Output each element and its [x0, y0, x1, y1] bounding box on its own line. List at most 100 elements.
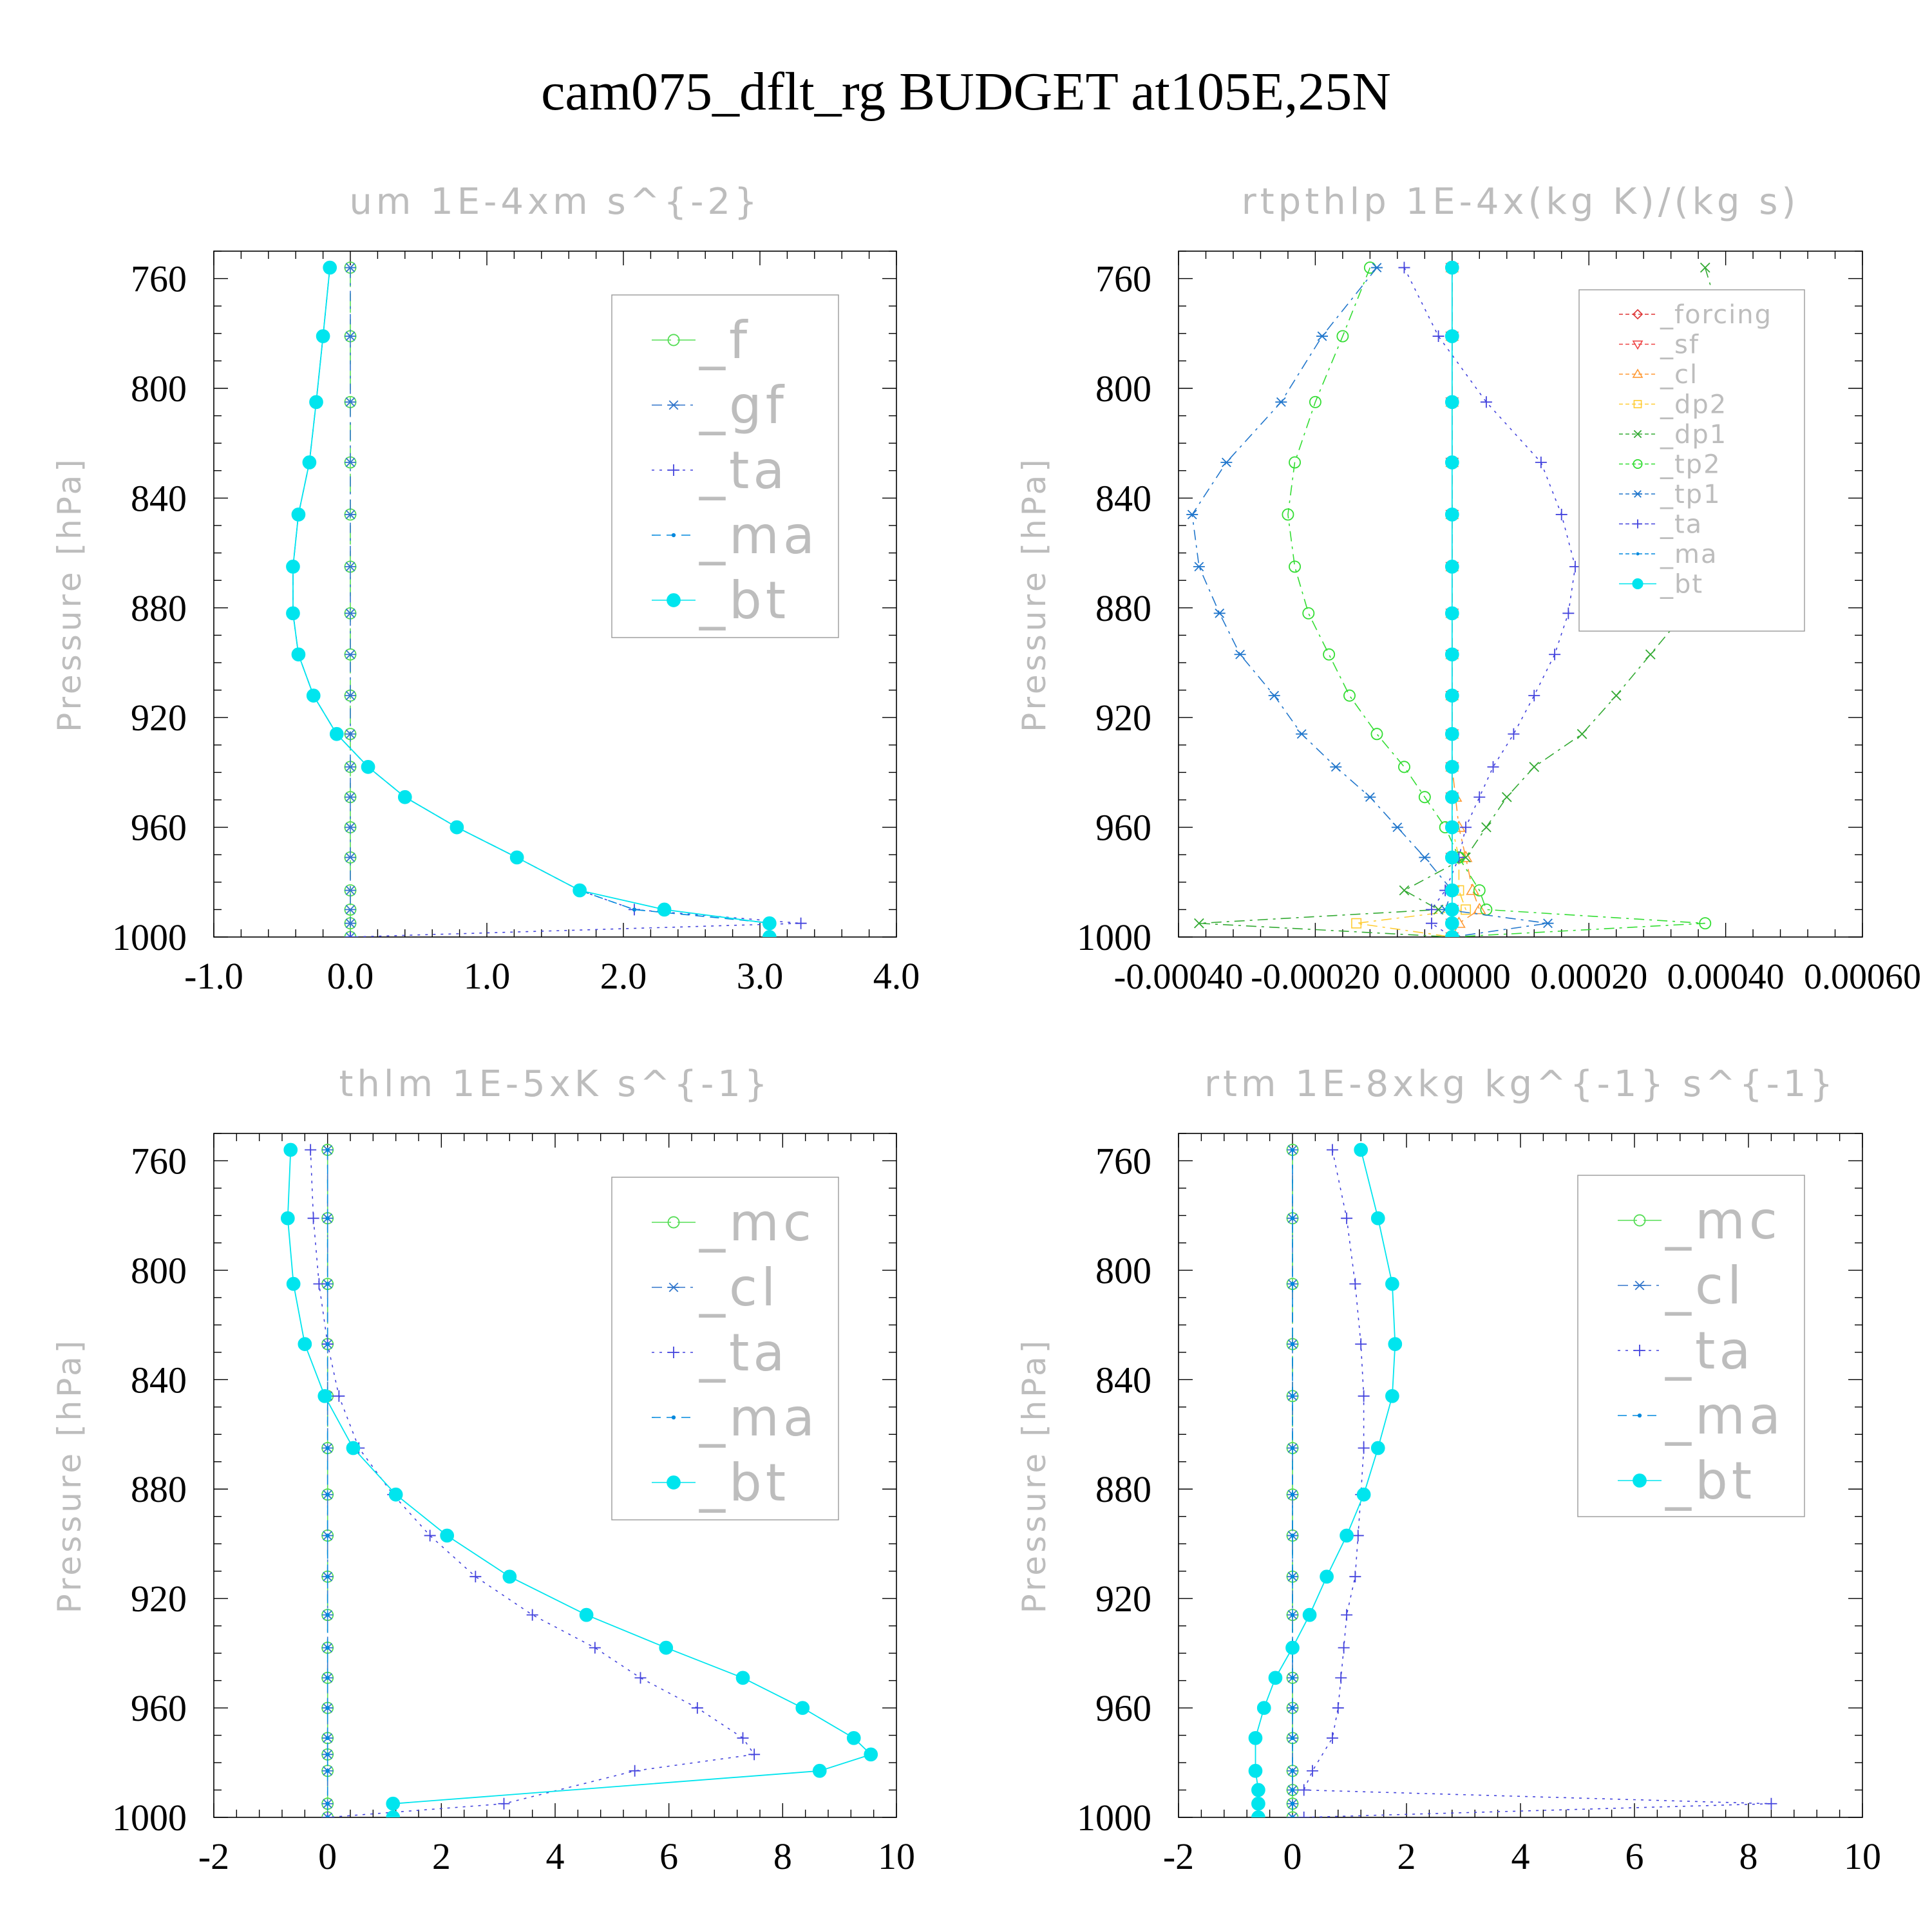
data-point: [1461, 904, 1472, 915]
data-point: [325, 1705, 330, 1710]
data-point: [1251, 1796, 1265, 1811]
series-line-cl: [1452, 267, 1481, 937]
data-point: [1349, 1571, 1361, 1583]
legend-marker: [667, 593, 681, 607]
legend-marker: [671, 1415, 676, 1420]
data-point: [1388, 1337, 1403, 1351]
data-point: [345, 931, 356, 937]
y-tick-label: 760: [131, 258, 187, 300]
legend-marker: [1632, 368, 1643, 378]
data-point: [1290, 1394, 1295, 1398]
data-point: [1699, 917, 1712, 930]
data-point: [386, 1796, 401, 1811]
y-tick-label: 800: [131, 1249, 187, 1291]
legend-label: _bt: [1665, 1451, 1756, 1511]
data-point: [1700, 262, 1710, 273]
panel-thlm: -2 0 2 4 6 8 10 760 800 840 880 920 960 1000 thlm 1E-5…: [51, 1063, 915, 1877]
y-tick-label: 920: [1095, 697, 1151, 739]
series-group: [280, 1142, 878, 1817]
data-point: [345, 397, 356, 407]
data-point: [325, 1801, 330, 1806]
data-point: [1444, 916, 1459, 931]
data-point: [1290, 1492, 1295, 1497]
data-point: [333, 1390, 345, 1402]
data-point: [1302, 607, 1315, 620]
data-point: [1256, 1701, 1271, 1715]
data-point: [1645, 649, 1656, 660]
data-point: [307, 1212, 319, 1224]
legend-label: _forcing: [1660, 300, 1772, 330]
data-point: [1444, 726, 1459, 741]
legend-marker: [1632, 308, 1643, 320]
data-point: [325, 1815, 330, 1817]
data-point: [345, 853, 356, 862]
data-point: [629, 1765, 641, 1777]
x-tick-label: 2: [1397, 1835, 1416, 1877]
data-point: [469, 1571, 482, 1583]
data-point: [502, 1569, 517, 1584]
data-point: [309, 395, 323, 410]
data-point: [329, 726, 344, 741]
y-tick-label: 960: [1095, 807, 1151, 849]
legend: _forcing_sf_cl_dp2_dp1_tp2_tp1_ta_ma_bt: [1578, 289, 1805, 632]
legend-label: _tp1: [1660, 480, 1721, 509]
x-tick-label: -0.00020: [1251, 957, 1380, 997]
y-tick-label: 760: [1095, 1140, 1151, 1182]
data-point: [397, 790, 412, 804]
data-point: [691, 1702, 703, 1714]
y-tick-label: 920: [1095, 1578, 1151, 1620]
legend-marker: [668, 400, 679, 410]
data-point: [325, 1752, 330, 1757]
data-point: [321, 1812, 334, 1817]
x-tick-label: 3.0: [737, 955, 784, 997]
x-tick-label: 10: [1844, 1835, 1881, 1877]
data-point: [1290, 1148, 1295, 1152]
data-point: [286, 560, 300, 574]
data-point: [361, 760, 375, 774]
x-tick-label: -1.0: [184, 955, 243, 997]
data-point: [1220, 457, 1233, 468]
data-point: [345, 562, 356, 572]
x-tick-label: 0: [318, 1835, 337, 1877]
data-point: [1248, 1763, 1263, 1778]
data-point: [1186, 509, 1198, 520]
y-tick-label: 840: [131, 477, 187, 519]
x-tick-label: 0.00060: [1804, 957, 1921, 997]
y-tick-label: 920: [131, 1578, 187, 1620]
data-point: [313, 1278, 325, 1290]
data-point: [1370, 263, 1383, 272]
data-point: [286, 606, 300, 621]
panel-rtpthlp: -0.00040 -0.00020 0.00000 0.00020 0.00040 0.0…: [1016, 181, 1921, 997]
data-point: [325, 1575, 330, 1579]
plot-frame: [213, 251, 897, 938]
data-point: [316, 329, 330, 343]
data-point: [1399, 885, 1410, 896]
legend-marker: [1634, 1345, 1645, 1356]
x-tick-label: 1.0: [464, 955, 511, 997]
data-point: [1444, 560, 1459, 574]
y-tick-label: 1000: [112, 1797, 187, 1839]
data-point: [1290, 1736, 1295, 1740]
legend-marker: [667, 334, 680, 346]
data-point: [1302, 1607, 1317, 1622]
y-tick-label: 880: [1095, 587, 1151, 629]
data-point: [1577, 728, 1587, 739]
data-point: [306, 688, 321, 703]
panel-title: rtm 1E-8xkg kg^{-1} s^{-1}: [1204, 1063, 1837, 1105]
x-tick-label: 4.0: [873, 955, 920, 997]
data-point: [1341, 1609, 1353, 1621]
data-point: [1340, 1528, 1354, 1543]
data-point: [291, 647, 306, 662]
data-point: [325, 1533, 330, 1538]
x-tick-label: 4: [546, 1835, 565, 1877]
data-point: [1343, 689, 1356, 702]
data-point: [795, 1701, 810, 1715]
data-point: [325, 1676, 330, 1680]
data-point: [1535, 457, 1547, 469]
data-point: [1508, 728, 1520, 740]
data-point: [1480, 396, 1492, 408]
data-point: [1268, 1671, 1283, 1685]
data-point: [1444, 820, 1459, 835]
data-point: [345, 792, 356, 802]
data-point: [748, 1748, 761, 1761]
